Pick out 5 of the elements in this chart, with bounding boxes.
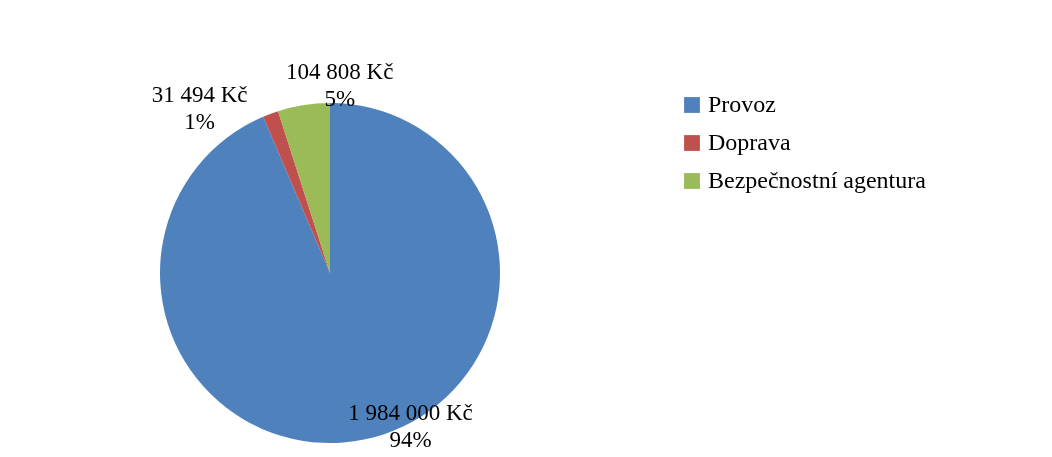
legend-label: Doprava: [708, 129, 791, 155]
pie-slice: [263, 111, 330, 273]
data-label: 31 494 Kč 1%: [151, 81, 248, 134]
legend-label: Bezpečnostní agentura: [708, 167, 927, 193]
legend-label: Provoz: [708, 91, 776, 117]
